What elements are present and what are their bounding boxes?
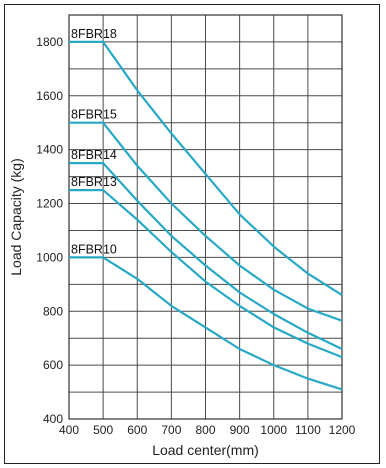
series-line-8FBR13 (69, 189, 343, 359)
series-label-8FBR18: 8FBR18 (71, 27, 117, 41)
series-label-8FBR10: 8FBR10 (71, 242, 117, 256)
series-label-8FBR13: 8FBR13 (71, 175, 117, 189)
x-tick-label: 1000 (260, 423, 287, 437)
x-axis-title: Load center(mm) (152, 442, 259, 458)
load-capacity-chart: 400 500 600 700 800 900 1000 1100 1200 400 600 800 1… (8, 14, 356, 458)
x-tick-label: 800 (195, 423, 215, 437)
series-label-8FBR15: 8FBR15 (71, 108, 117, 122)
y-tick-label: 1200 (36, 197, 63, 211)
y-tick-label: 1800 (36, 35, 63, 49)
plot-border (68, 14, 343, 420)
tick-labels: 400 500 600 700 800 900 1000 1100 1200 400 600 800 1… (36, 35, 355, 437)
series-lines (69, 40, 343, 391)
y-tick-label: 400 (43, 412, 63, 426)
x-tick-label: 400 (59, 423, 79, 437)
x-tick-label: 1100 (295, 423, 321, 437)
x-tick-label: 1200 (329, 423, 356, 437)
y-tick-label: 1600 (36, 89, 63, 103)
x-tick-label: 500 (93, 423, 113, 437)
y-tick-label: 600 (43, 358, 63, 372)
y-tick-label: 800 (43, 304, 63, 318)
series-line-8FBR18 (69, 40, 343, 297)
chart-frame: 400 500 600 700 800 900 1000 1100 1200 400 600 800 1… (4, 4, 380, 464)
y-tick-label: 1000 (36, 250, 63, 264)
series-label-8FBR14: 8FBR14 (71, 148, 117, 162)
x-tick-label: 600 (127, 423, 147, 437)
series-line-8FBR10 (69, 256, 343, 391)
series-line-8FBR15 (69, 121, 343, 322)
y-tick-label: 1400 (36, 143, 63, 157)
y-axis-title: Load Capacity (kg) (8, 158, 24, 276)
x-tick-label: 900 (230, 423, 250, 437)
series-labels: 8FBR18 8FBR15 8FBR14 8FBR13 8FBR10 (71, 27, 117, 256)
x-tick-label: 700 (161, 423, 181, 437)
grid (68, 14, 343, 420)
series-line-8FBR14 (69, 162, 343, 350)
